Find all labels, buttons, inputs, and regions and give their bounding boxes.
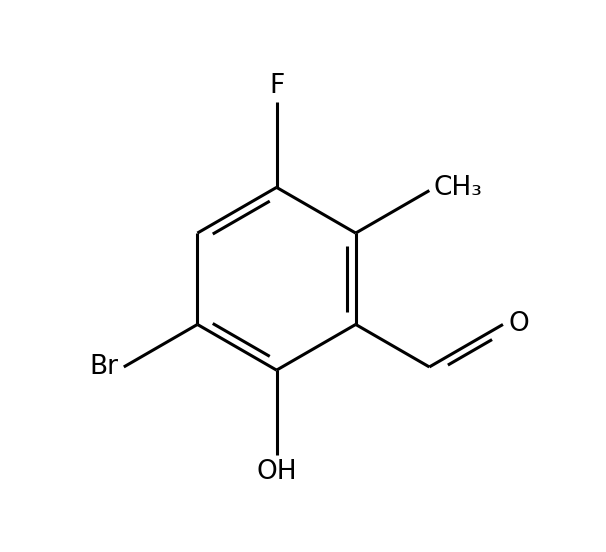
Text: Br: Br bbox=[90, 354, 119, 380]
Text: O: O bbox=[508, 311, 529, 337]
Text: F: F bbox=[269, 73, 284, 99]
Text: CH₃: CH₃ bbox=[433, 176, 482, 201]
Text: OH: OH bbox=[256, 459, 297, 485]
